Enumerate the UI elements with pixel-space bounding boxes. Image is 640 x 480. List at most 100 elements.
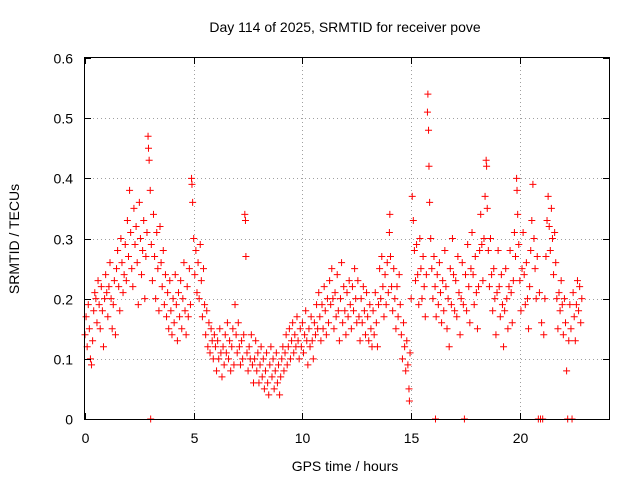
data-point: [427, 235, 435, 242]
data-point: [278, 355, 286, 363]
data-point: [404, 361, 412, 369]
data-point: [366, 301, 374, 309]
data-point: [358, 319, 366, 327]
data-point: [501, 307, 509, 315]
data-point: [558, 301, 566, 309]
data-point: [242, 253, 250, 261]
y-tick-label: 0: [65, 412, 73, 428]
data-point: [108, 325, 116, 333]
data-point: [439, 277, 447, 285]
data-point: [426, 198, 434, 206]
data-point: [425, 126, 433, 134]
data-point: [141, 295, 149, 303]
data-point: [276, 391, 284, 399]
data-point: [431, 283, 439, 291]
data-point: [354, 277, 362, 285]
data-point: [174, 289, 182, 297]
data-point: [222, 349, 230, 357]
data-point: [127, 228, 135, 236]
data-point: [319, 325, 327, 333]
data-point: [315, 289, 323, 297]
data-point: [418, 295, 426, 303]
data-point: [454, 253, 462, 261]
y-tick-label: 0.4: [54, 171, 74, 187]
data-point: [85, 325, 93, 333]
data-point: [503, 295, 511, 303]
data-point: [570, 313, 578, 321]
data-point: [417, 265, 425, 273]
data-point: [344, 313, 352, 321]
y-tick-label: 0.3: [54, 232, 74, 248]
data-point: [413, 241, 421, 249]
data-point: [397, 331, 405, 339]
data-point: [395, 271, 403, 279]
data-point: [157, 259, 165, 267]
data-point: [409, 216, 417, 224]
data-point: [498, 301, 506, 309]
data-point: [288, 337, 296, 345]
data-point: [193, 289, 201, 297]
data-point: [241, 210, 249, 218]
data-point: [425, 162, 433, 170]
data-point: [186, 301, 194, 309]
data-points: [81, 90, 586, 423]
chart-title: Day 114 of 2025, SRMTID for receiver pov…: [209, 19, 481, 35]
data-point: [406, 349, 414, 357]
data-point: [391, 295, 399, 303]
data-point: [365, 337, 373, 345]
data-point: [386, 210, 394, 218]
data-point: [227, 367, 235, 375]
data-point: [450, 271, 458, 279]
data-point: [311, 331, 319, 339]
data-point: [98, 307, 106, 315]
data-point: [522, 259, 530, 267]
data-point: [148, 277, 156, 285]
data-point: [106, 259, 114, 267]
data-point: [243, 349, 251, 357]
data-point: [535, 289, 543, 297]
data-point: [341, 307, 349, 315]
data-point: [523, 295, 531, 303]
data-point: [512, 253, 520, 261]
data-point: [269, 355, 277, 363]
data-point: [189, 198, 197, 206]
data-point: [330, 325, 338, 333]
data-point: [393, 283, 401, 291]
data-point: [479, 277, 487, 285]
data-point: [164, 289, 172, 297]
data-point: [541, 295, 549, 303]
data-point: [392, 325, 400, 333]
data-point: [321, 307, 329, 315]
data-point: [364, 313, 372, 321]
data-point: [297, 343, 305, 351]
data-point: [173, 337, 181, 345]
data-point: [373, 343, 381, 351]
data-point: [225, 355, 233, 363]
data-point: [557, 277, 565, 285]
data-point: [335, 337, 343, 345]
data-point: [396, 301, 404, 309]
data-point: [408, 192, 416, 200]
data-point: [291, 331, 299, 339]
data-point: [338, 259, 346, 267]
data-point: [342, 331, 350, 339]
data-point: [325, 319, 333, 327]
data-point: [309, 355, 317, 363]
data-point: [415, 301, 423, 309]
data-point: [565, 337, 573, 345]
data-point: [448, 235, 456, 242]
data-point: [494, 247, 502, 255]
x-tick-label: 0: [82, 430, 90, 446]
data-point: [117, 235, 125, 242]
data-point: [165, 325, 173, 333]
data-point: [473, 325, 481, 333]
data-point: [170, 319, 178, 327]
data-point: [441, 247, 449, 255]
data-point: [429, 295, 437, 303]
data-point: [545, 222, 553, 230]
data-point: [120, 271, 128, 279]
data-point: [326, 277, 334, 285]
data-point: [273, 379, 281, 387]
data-point: [446, 265, 454, 273]
